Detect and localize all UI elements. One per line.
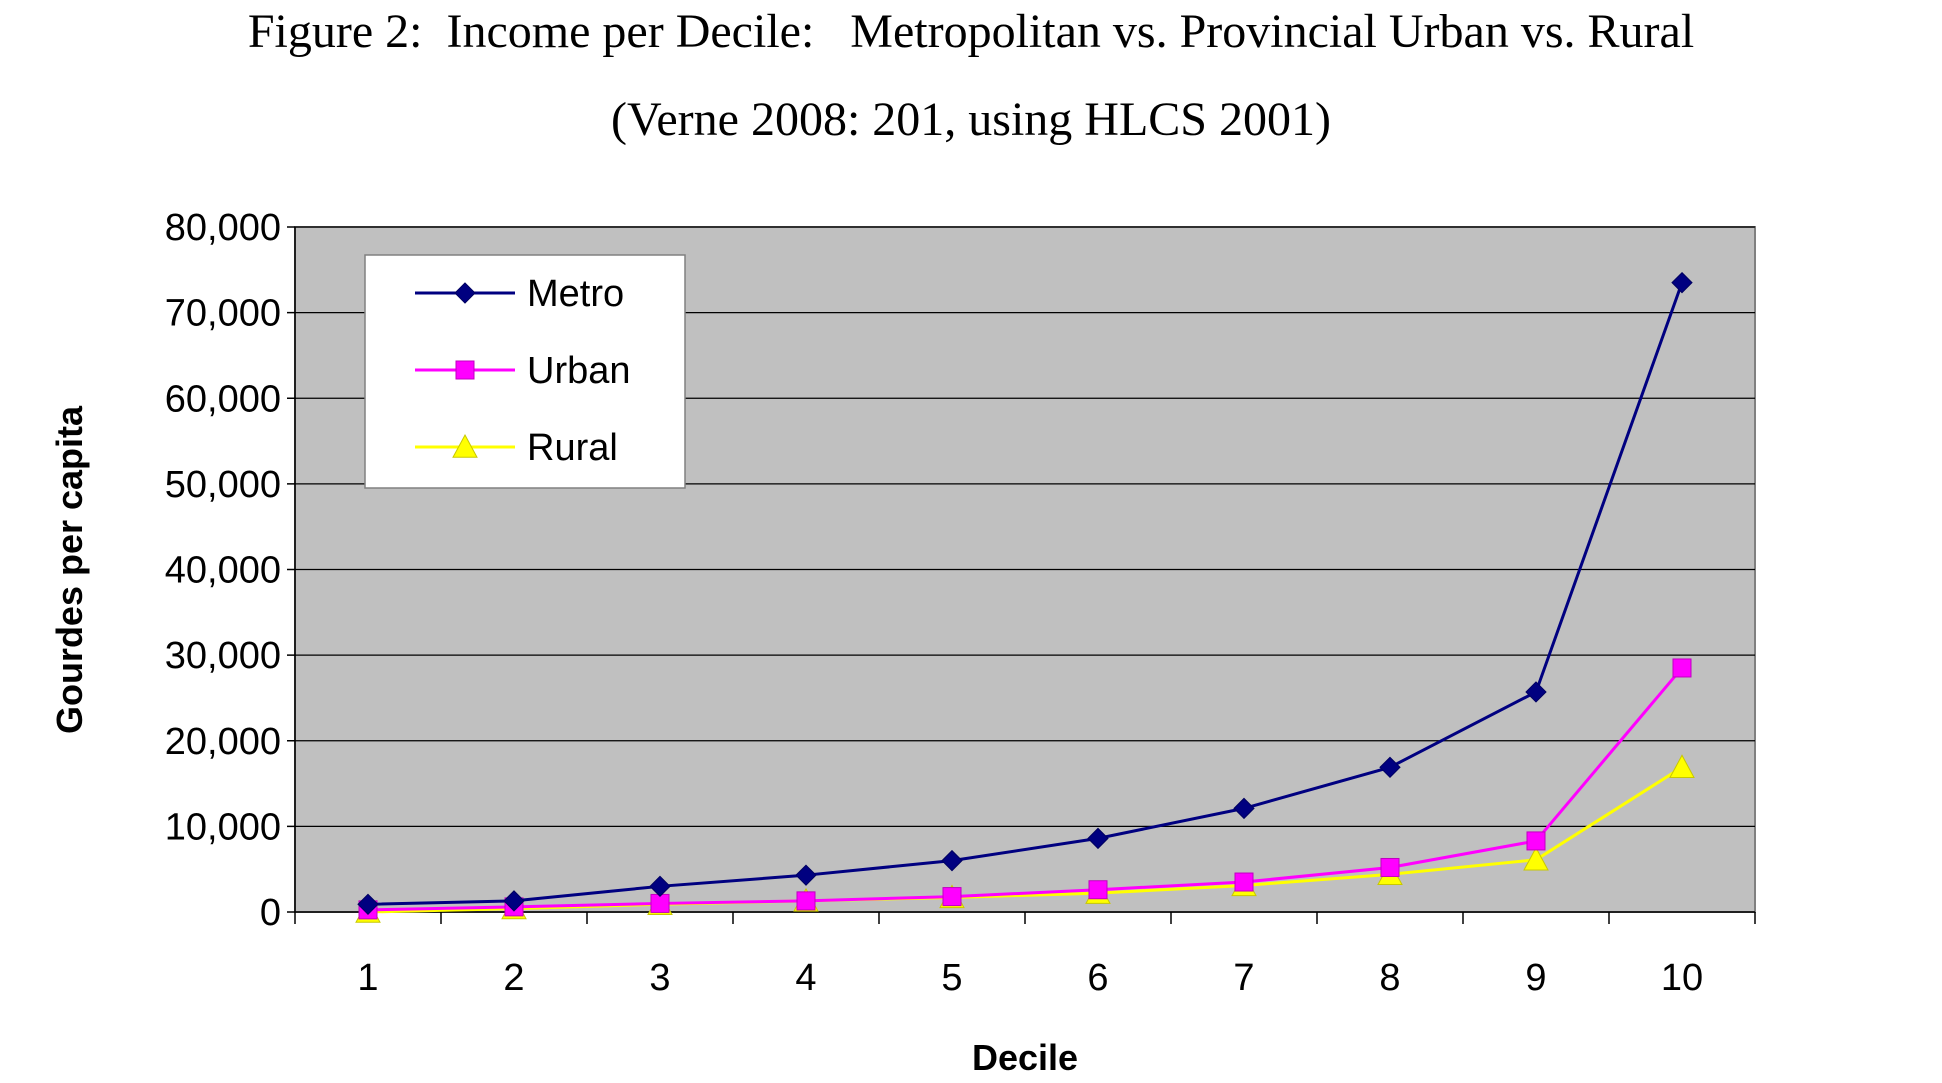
- x-tick-label: 3: [649, 957, 670, 999]
- rural-data-point: [1523, 846, 1549, 871]
- urban-data-point: [1672, 658, 1692, 678]
- rural-data-point: [1669, 754, 1695, 778]
- legend-marker-rural: [452, 433, 478, 458]
- metro-data-point: [1233, 797, 1255, 820]
- y-tick-label: 50,000: [165, 464, 281, 506]
- urban-data-point: [796, 891, 816, 911]
- x-axis-label: Decile: [972, 1037, 1078, 1078]
- legend-box: [364, 254, 686, 489]
- y-tick-label: 80,000: [165, 207, 281, 249]
- x-tick-label: 1: [357, 957, 378, 999]
- x-tick-label: 10: [1661, 957, 1703, 999]
- metro-data-point: [503, 890, 525, 912]
- metro-data-point: [649, 875, 671, 898]
- series-group: [355, 271, 1695, 923]
- y-tick-label: 10,000: [165, 806, 281, 848]
- figure-subtitle: (Verne 2008: 201, using HLCS 2001): [611, 93, 1331, 146]
- urban-series-line: [367, 667, 1684, 912]
- legend-label-urban: Urban: [527, 350, 631, 392]
- urban-data-point: [1380, 857, 1400, 877]
- legend-label-metro: Metro: [527, 273, 624, 315]
- y-tick-label: 20,000: [165, 721, 281, 763]
- metro-data-point: [1087, 827, 1109, 850]
- y-tick-label: 0: [260, 892, 281, 934]
- legend-label-rural: Rural: [527, 427, 618, 469]
- y-axis-label: Gourdes per capita: [49, 405, 90, 734]
- urban-data-point: [650, 893, 670, 913]
- x-tick-label: 8: [1379, 957, 1400, 999]
- figure-title: Figure 2: Income per Decile: Metropolita…: [247, 5, 1695, 58]
- urban-data-point: [1526, 831, 1546, 851]
- metro-data-point: [1379, 756, 1401, 779]
- urban-data-point: [1088, 880, 1108, 900]
- x-tick-label: 2: [503, 957, 524, 999]
- x-tick-label: 5: [941, 957, 962, 999]
- metro-data-point: [941, 849, 963, 872]
- legend-marker-metro: [454, 282, 476, 304]
- metro-data-point: [357, 893, 379, 916]
- legend: Metro Urban Rural: [364, 254, 686, 489]
- urban-data-point: [1234, 872, 1254, 892]
- legend-marker-urban: [455, 360, 475, 380]
- y-tick-label: 40,000: [165, 550, 281, 592]
- x-tick-label: 6: [1087, 957, 1108, 999]
- metro-series-line: [367, 282, 1684, 906]
- x-tick-label: 4: [795, 957, 816, 999]
- x-tick-label: 9: [1525, 957, 1546, 999]
- urban-data-point: [942, 887, 962, 907]
- y-tick-label: 30,000: [165, 635, 281, 677]
- x-tick-label: 7: [1233, 957, 1254, 999]
- y-tick-label: 70,000: [165, 293, 281, 335]
- metro-data-point: [795, 864, 817, 886]
- metro-data-point: [1525, 681, 1547, 703]
- metro-data-point: [1671, 271, 1693, 294]
- axes: 0 10,000 20,000 30,000 40,000 50,000 60,000 70,…: [165, 207, 1756, 999]
- y-tick-label: 60,000: [165, 378, 281, 420]
